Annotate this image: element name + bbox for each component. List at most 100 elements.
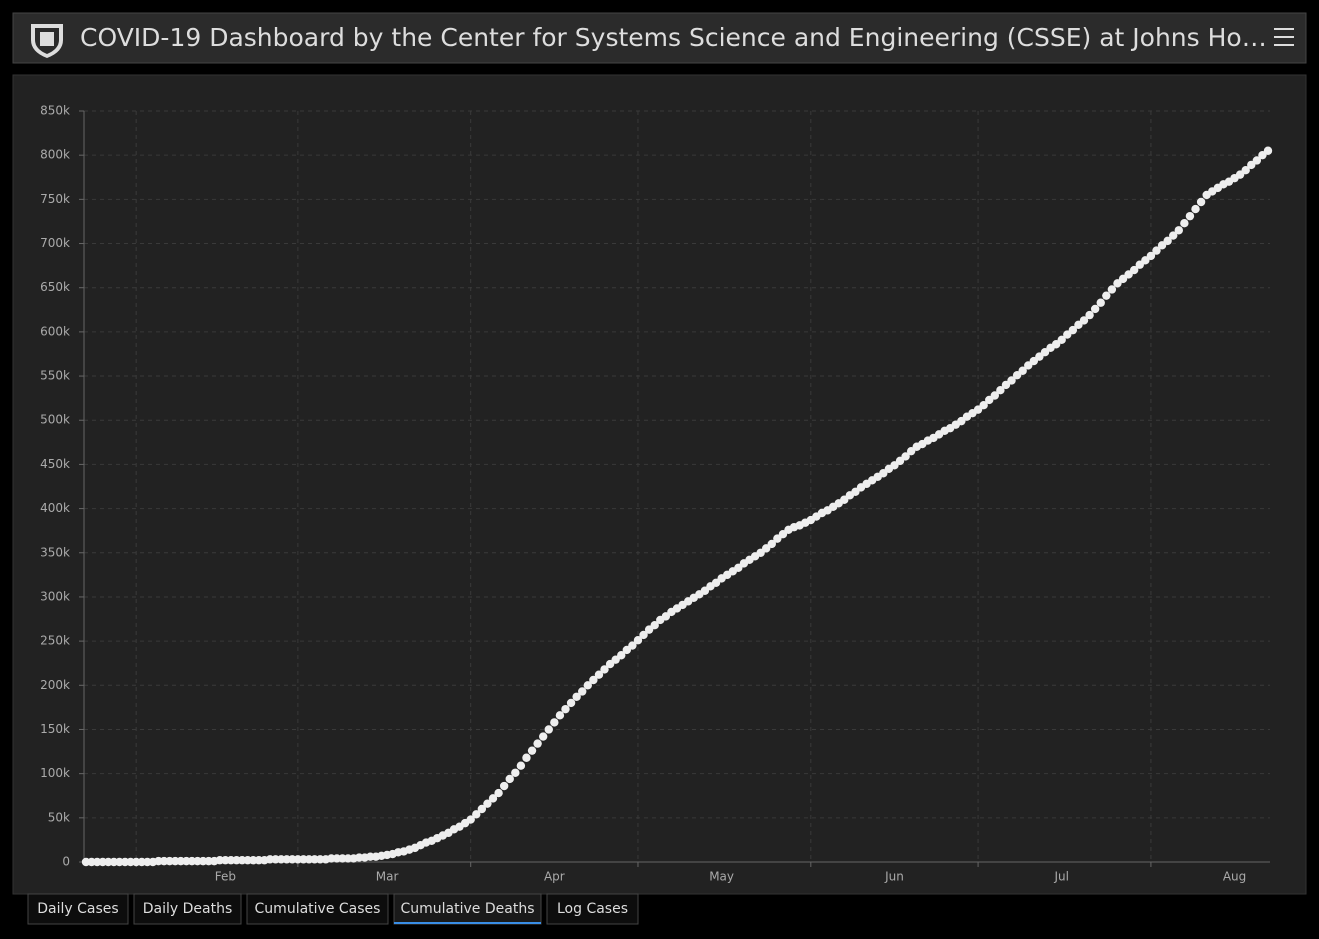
y-tick-label: 150k — [40, 722, 70, 736]
tab[interactable] — [133, 893, 242, 925]
y-tick-label: 200k — [40, 678, 70, 692]
data-point — [488, 794, 498, 803]
tab-label[interactable]: Log Cases — [557, 901, 628, 917]
data-point — [1007, 376, 1016, 385]
x-tick-label: Mar — [376, 870, 399, 884]
data-point — [566, 698, 576, 708]
y-tick-label: 750k — [40, 192, 70, 206]
data-point — [1180, 219, 1189, 228]
plot: 0 50k 100k 150k 200k 250k 300k 350k 400k 450k 500k… — [40, 104, 1273, 884]
tab-label[interactable]: Daily Deaths — [143, 901, 233, 917]
y-tick-label: 650k — [40, 280, 70, 294]
data-point — [767, 539, 776, 549]
tab-bar: Daily Cases Daily Deaths Cumulative Cases C… — [27, 893, 639, 925]
data-point — [628, 641, 637, 650]
data-point — [499, 781, 509, 791]
data-point — [527, 746, 537, 755]
y-tick-label: 500k — [40, 413, 70, 427]
data-point — [1152, 246, 1161, 255]
header-bar — [12, 12, 1307, 64]
data-point — [550, 718, 559, 727]
tab[interactable] — [27, 893, 129, 925]
y-tick-label: 0 — [62, 855, 70, 869]
data-point — [1169, 231, 1178, 240]
data-point — [1174, 226, 1183, 235]
data-point — [1090, 304, 1100, 314]
tab[interactable] — [393, 893, 542, 925]
tab[interactable] — [546, 893, 639, 925]
tab-label[interactable]: Daily Cases — [37, 901, 118, 917]
data-point — [538, 732, 548, 741]
data-point — [477, 804, 487, 814]
y-tick-label: 450k — [40, 457, 70, 471]
data-point — [1191, 204, 1200, 214]
data-point — [633, 636, 643, 645]
data-point — [516, 761, 526, 770]
x-tick-label: Jun — [884, 870, 904, 884]
y-tick-label: 100k — [40, 766, 70, 780]
x-tick-label: May — [709, 870, 734, 884]
data-point — [639, 630, 648, 640]
data-point — [1107, 285, 1117, 294]
tab-label[interactable]: Cumulative Deaths — [401, 901, 535, 917]
data-point — [589, 675, 598, 685]
data-point — [572, 692, 581, 701]
data-point — [483, 799, 492, 808]
data-point — [594, 670, 604, 679]
data-point — [522, 753, 531, 762]
data-point — [511, 768, 520, 777]
data-point — [583, 681, 592, 690]
y-tick-label: 400k — [40, 501, 70, 515]
data-point — [1068, 325, 1078, 335]
data-point — [901, 452, 910, 461]
y-tick-label: 700k — [40, 236, 70, 250]
data-point — [1252, 156, 1262, 165]
y-tick-label: 800k — [40, 148, 70, 162]
y-tick-label: 250k — [40, 634, 70, 648]
data-point — [1102, 291, 1111, 300]
tab-label[interactable]: Cumulative Cases — [255, 901, 381, 917]
data-point — [600, 665, 609, 674]
data-point — [1146, 251, 1156, 261]
header-title: COVID-19 Dashboard by the Center for Sys… — [80, 23, 1267, 52]
chart-panel — [12, 74, 1307, 895]
x-tick-label: Jul — [1053, 870, 1068, 884]
data-point — [617, 651, 626, 660]
data-point — [494, 788, 503, 798]
data-point — [466, 815, 475, 824]
data-point — [1018, 366, 1027, 375]
data-point — [1196, 197, 1206, 207]
data-point — [1241, 165, 1250, 175]
data-point — [533, 739, 542, 748]
y-tick-label: 600k — [40, 324, 70, 338]
data-point — [578, 687, 587, 696]
data-point — [979, 401, 988, 410]
data-point — [996, 385, 1005, 395]
data-point — [1096, 298, 1105, 307]
data-point — [1129, 265, 1139, 275]
x-tick-label: Feb — [215, 870, 236, 884]
data-point — [1263, 146, 1273, 155]
y-tick-label: 300k — [40, 589, 70, 603]
data-point — [650, 621, 659, 630]
data-point — [555, 711, 565, 720]
y-tick-label: 550k — [40, 369, 70, 383]
data-point — [561, 704, 570, 714]
menu-button[interactable] — [1274, 28, 1294, 46]
y-tick-label: 50k — [48, 810, 70, 824]
logo — [31, 24, 63, 58]
data-point — [1163, 236, 1172, 246]
data-point — [1057, 335, 1066, 345]
x-tick-label: Apr — [544, 870, 565, 884]
data-point — [1185, 211, 1195, 221]
x-tick-label: Aug — [1223, 870, 1246, 884]
data-point — [472, 810, 481, 819]
y-tick-label: 850k — [40, 104, 70, 118]
data-point — [505, 774, 514, 784]
data-point — [1079, 316, 1089, 325]
data-point — [990, 391, 1000, 400]
tab[interactable] — [246, 893, 389, 925]
data-point — [1085, 310, 1094, 320]
